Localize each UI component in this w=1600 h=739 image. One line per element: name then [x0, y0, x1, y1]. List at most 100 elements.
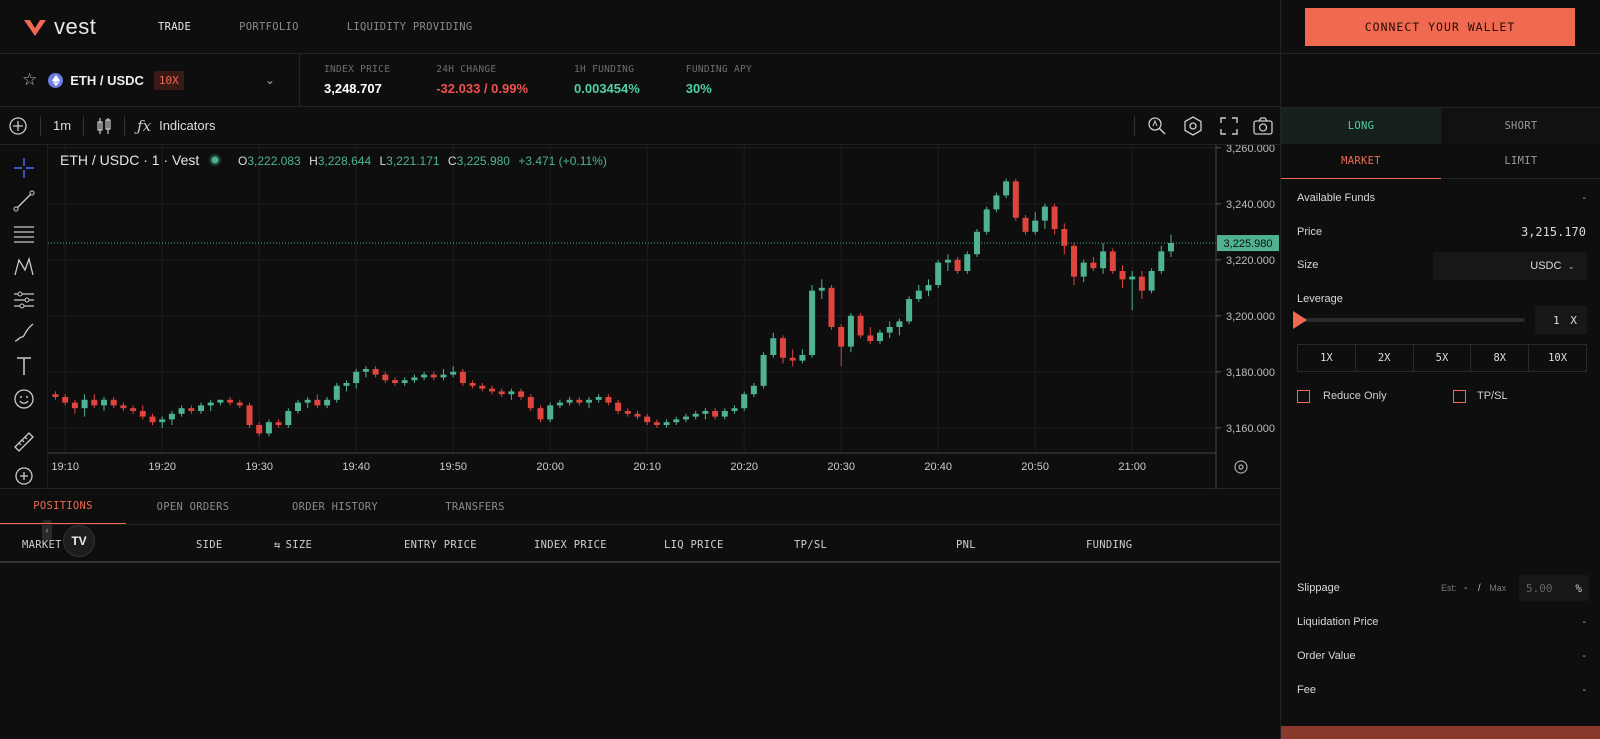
candle [227, 397, 234, 406]
add-symbol-icon[interactable] [8, 116, 28, 136]
time-tick-label: 19:20 [148, 461, 176, 473]
candle-body [1003, 181, 1010, 196]
ruler-icon[interactable] [11, 429, 37, 455]
star-icon[interactable]: ☆ [22, 70, 38, 89]
size-unit-select[interactable]: USDC [1530, 260, 1562, 272]
col-pnl[interactable]: PNL [956, 539, 976, 551]
candle [634, 411, 641, 420]
chevron-down-icon[interactable]: ⌄ [1567, 260, 1575, 271]
candle [382, 371, 389, 383]
tab-market[interactable]: MARKET [1281, 143, 1441, 179]
candle-body [1158, 251, 1165, 271]
candle [838, 324, 845, 367]
pattern-icon[interactable] [11, 254, 37, 280]
candle-body [421, 374, 428, 378]
brush-icon[interactable] [11, 320, 37, 346]
reduce-only-checkbox[interactable] [1297, 390, 1310, 403]
price-axis[interactable]: 3,160.000 3,180.000 3,200.000 3,220.000 3,24… [1216, 145, 1275, 435]
tab-open-orders[interactable]: OPEN ORDERS [156, 500, 230, 513]
time-axis[interactable]: 19:10 19:20 19:30 19:40 19:50 20:00 20:10 20:20… [51, 461, 1146, 473]
candle-body [789, 357, 796, 361]
leverage-preset-5x[interactable]: 5X [1414, 345, 1472, 371]
nav-liquidity-providing[interactable]: LIQUIDITY PROVIDING [346, 20, 473, 33]
vest-logo-icon [24, 19, 46, 36]
col-funding[interactable]: FUNDING [1086, 539, 1133, 551]
col-side[interactable]: SIDE [196, 539, 223, 551]
emoji-icon[interactable] [11, 386, 37, 412]
swap-icon[interactable]: ⇆ [274, 539, 281, 551]
col-size[interactable]: ⇆ SIZE [274, 539, 312, 551]
tab-long[interactable]: LONG [1281, 108, 1441, 144]
leverage-preset-2x[interactable]: 2X [1356, 345, 1414, 371]
col-liq-price[interactable]: LIQ PRICE [664, 539, 724, 551]
candle [809, 285, 816, 358]
trend-line-icon[interactable] [11, 188, 37, 214]
size-input[interactable]: USDC ⌄ [1433, 252, 1587, 280]
collapse-toolbar-icon[interactable]: ‹ [42, 520, 52, 540]
magic-search-icon[interactable] [1146, 115, 1168, 142]
tab-limit[interactable]: LIMIT [1441, 143, 1600, 179]
tab-positions[interactable]: POSITIONS [0, 489, 126, 524]
slippage-max-placeholder[interactable]: 5.00 [1526, 581, 1553, 595]
candle [731, 405, 738, 414]
tab-transfers[interactable]: TRANSFERS [445, 500, 505, 513]
stat-label: 1H FUNDING [574, 64, 635, 75]
submit-order-button[interactable] [1281, 726, 1600, 739]
col-market[interactable]: MARKET [22, 539, 62, 551]
leverage-slider-handle[interactable] [1293, 311, 1307, 329]
time-tick-label: 20:20 [730, 461, 758, 473]
logo[interactable]: vest [22, 14, 158, 40]
nav-trade[interactable]: TRADE [158, 20, 192, 33]
fib-retracement-icon[interactable] [11, 221, 37, 247]
leverage-input[interactable]: 1 X [1535, 306, 1587, 334]
leverage-input-value[interactable]: 1 [1553, 313, 1560, 327]
zoom-in-icon[interactable] [11, 461, 37, 487]
text-tool-icon[interactable] [11, 353, 37, 379]
candle [392, 377, 398, 386]
candle-body [576, 399, 583, 403]
slippage-max-input[interactable]: 5.00 % [1519, 575, 1589, 601]
candle [877, 329, 883, 344]
prediction-icon[interactable] [11, 287, 37, 313]
col-entry-price[interactable]: ENTRY PRICE [404, 539, 477, 551]
candle-body [1148, 271, 1155, 291]
candle [1003, 178, 1010, 199]
col-index-price[interactable]: INDEX PRICE [534, 539, 607, 551]
settings-icon[interactable] [1182, 115, 1204, 142]
col-tp-sl[interactable]: TP/SL [794, 539, 828, 551]
market-selector[interactable]: ☆ ETH / USDC 10X ⌄ [0, 53, 300, 107]
stat-funding-apy: FUNDING APY 30% [686, 64, 752, 96]
fullscreen-icon[interactable] [1218, 115, 1240, 142]
legend-low: 3,221.171 [386, 154, 440, 168]
candle [343, 380, 350, 392]
tp-sl-checkbox[interactable] [1453, 390, 1466, 403]
time-tick-label: 19:10 [51, 461, 79, 473]
camera-icon[interactable] [1252, 115, 1274, 142]
interval-button[interactable]: 1m [53, 118, 72, 133]
candle-body [1129, 276, 1136, 280]
price-tick-label: 3,240.000 [1226, 199, 1275, 211]
nav-portfolio[interactable]: PORTFOLIO [239, 20, 299, 33]
connect-wallet-button[interactable]: CONNECT YOUR WALLET [1305, 8, 1575, 46]
candles-icon[interactable] [96, 116, 112, 136]
candle [91, 394, 98, 409]
tab-order-history[interactable]: ORDER HISTORY [291, 500, 379, 513]
leverage-preset-8x[interactable]: 8X [1471, 345, 1530, 371]
leverage-preset-10x[interactable]: 10X [1548, 352, 1568, 364]
leverage-preset-1x[interactable]: 1X [1298, 345, 1356, 371]
chevron-down-icon[interactable]: ⌄ [264, 73, 275, 87]
candle-body [915, 290, 922, 299]
candle-body [188, 408, 195, 411]
tradingview-logo-icon[interactable]: TV [63, 525, 95, 557]
crosshair-icon[interactable] [11, 155, 37, 181]
slippage-est-label: Est: [1441, 583, 1457, 593]
stat-label: INDEX PRICE [324, 64, 391, 75]
leverage-slider[interactable] [1293, 311, 1525, 329]
candle [1109, 248, 1116, 274]
price-chart[interactable]: 3,225.980 3,160.000 3,180.000 3,200.000 3,2… [48, 145, 1280, 489]
candle-body [246, 405, 253, 425]
indicators-button[interactable]: ƒx Indicators [137, 117, 215, 135]
time-axis-settings-icon[interactable] [1234, 460, 1248, 474]
tab-short[interactable]: SHORT [1441, 108, 1600, 144]
candle-body [1090, 262, 1097, 269]
